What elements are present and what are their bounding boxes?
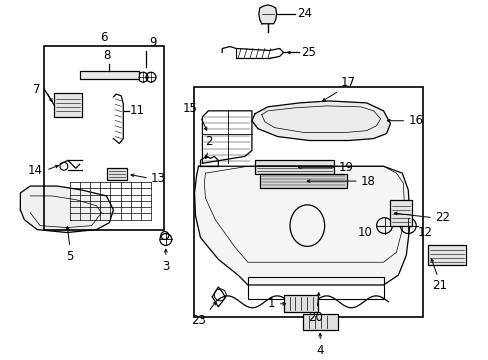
Bar [303, 314, 337, 329]
Text: 23: 23 [191, 314, 206, 327]
Text: 24: 24 [297, 7, 312, 21]
Text: 22: 22 [434, 211, 449, 224]
Text: 9: 9 [149, 36, 156, 49]
Text: 4: 4 [316, 345, 323, 357]
Polygon shape [258, 5, 276, 24]
Text: 6: 6 [100, 31, 107, 44]
Text: 25: 25 [301, 46, 316, 59]
Text: 14: 14 [28, 164, 43, 177]
Text: 2: 2 [204, 135, 212, 148]
Text: 15: 15 [182, 102, 197, 115]
Bar [193, 87, 422, 317]
Text: 5: 5 [66, 250, 73, 264]
Bar [427, 246, 465, 265]
Text: 18: 18 [360, 175, 375, 188]
Text: 20: 20 [307, 311, 322, 324]
Bar [107, 168, 127, 180]
Text: 12: 12 [417, 226, 432, 239]
Text: 13: 13 [151, 172, 165, 185]
Text: 3: 3 [162, 260, 169, 273]
Text: 7: 7 [33, 82, 40, 95]
Text: 8: 8 [102, 49, 110, 62]
Bar [259, 174, 346, 188]
Text: 16: 16 [407, 114, 423, 127]
Bar [54, 93, 81, 117]
Text: 11: 11 [129, 104, 144, 117]
Polygon shape [20, 186, 113, 233]
Bar [283, 295, 318, 312]
Text: 19: 19 [338, 161, 353, 174]
Text: 1: 1 [267, 297, 275, 310]
Polygon shape [251, 101, 389, 140]
Bar [80, 71, 139, 79]
Text: 17: 17 [340, 76, 355, 89]
Bar [389, 200, 411, 226]
Bar [247, 277, 383, 299]
Bar [44, 45, 163, 230]
Text: 21: 21 [431, 279, 447, 292]
Polygon shape [194, 166, 409, 285]
Bar [254, 160, 333, 174]
Text: 10: 10 [357, 226, 372, 239]
